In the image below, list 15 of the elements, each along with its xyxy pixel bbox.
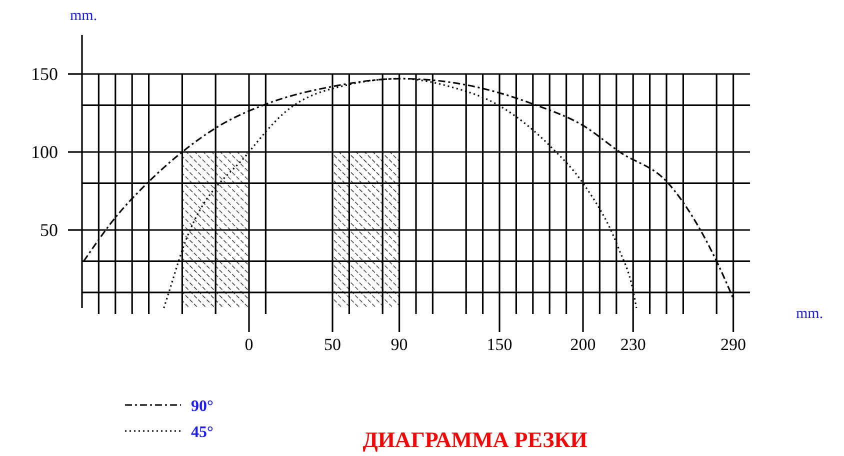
y-tick-label: 50 bbox=[40, 220, 58, 240]
legend-label: 90° bbox=[191, 398, 214, 415]
y-tick-label: 100 bbox=[31, 142, 58, 162]
text: ДИАГРАММА РЕЗКИ bbox=[362, 427, 588, 452]
x-tick-label: 0 bbox=[244, 335, 254, 354]
y-axis-title: mm. bbox=[70, 8, 98, 24]
x-tick-label: 290 bbox=[720, 335, 746, 354]
x-axis-title: mm. bbox=[796, 306, 824, 322]
x-tick-label: 230 bbox=[620, 335, 646, 354]
x-tick-label: 90 bbox=[390, 335, 408, 354]
x-tick-label: 200 bbox=[570, 335, 596, 354]
x-tick-label: 50 bbox=[324, 335, 341, 354]
x-tick-label: 150 bbox=[486, 335, 512, 354]
y-tick-label: 150 bbox=[31, 64, 58, 84]
legend-label: 45° bbox=[191, 424, 214, 441]
